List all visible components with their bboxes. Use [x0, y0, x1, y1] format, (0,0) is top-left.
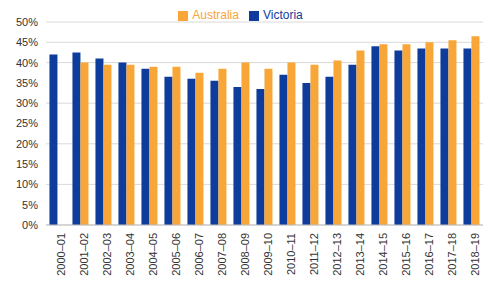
svg-text:2004–05: 2004–05: [147, 233, 159, 276]
svg-text:2003–04: 2003–04: [124, 233, 136, 276]
svg-text:2016–17: 2016–17: [423, 233, 435, 276]
svg-text:2005–06: 2005–06: [170, 233, 182, 276]
svg-text:2015–16: 2015–16: [400, 233, 412, 276]
svg-text:25%: 25%: [16, 117, 38, 129]
svg-text:2018–19: 2018–19: [469, 233, 481, 276]
svg-text:5%: 5%: [22, 199, 38, 211]
svg-text:50%: 50%: [16, 16, 38, 28]
svg-text:2000–01: 2000–01: [55, 233, 67, 276]
svg-text:2008–09: 2008–09: [239, 233, 251, 276]
html-text:Australia: Australia: [192, 8, 239, 22]
svg-text:2011–12: 2011–12: [308, 233, 320, 275]
svg-text:2001–02: 2001–02: [78, 233, 90, 276]
svg-text:2010–11: 2010–11: [285, 233, 297, 275]
svg-text:40%: 40%: [16, 57, 38, 69]
svg-text:0%: 0%: [22, 219, 38, 231]
svg-text:2007–08: 2007–08: [216, 233, 228, 276]
svg-text:2006–07: 2006–07: [193, 233, 205, 276]
svg-text:20%: 20%: [16, 138, 38, 150]
svg-text:2002–03: 2002–03: [101, 233, 113, 276]
svg-text:10%: 10%: [16, 178, 38, 190]
svg-text:2012–13: 2012–13: [331, 233, 343, 276]
svg-text:35%: 35%: [16, 77, 38, 89]
svg-text:2009–10: 2009–10: [262, 233, 274, 276]
svg-text:30%: 30%: [16, 97, 38, 109]
svg-text:2014–15: 2014–15: [377, 233, 389, 276]
svg-text:2013–14: 2013–14: [354, 233, 366, 276]
svg-text:45%: 45%: [16, 36, 38, 48]
html-text:Victoria: Victoria: [262, 8, 303, 22]
svg-text:2017–18: 2017–18: [446, 233, 458, 276]
svg-text:15%: 15%: [16, 158, 38, 170]
